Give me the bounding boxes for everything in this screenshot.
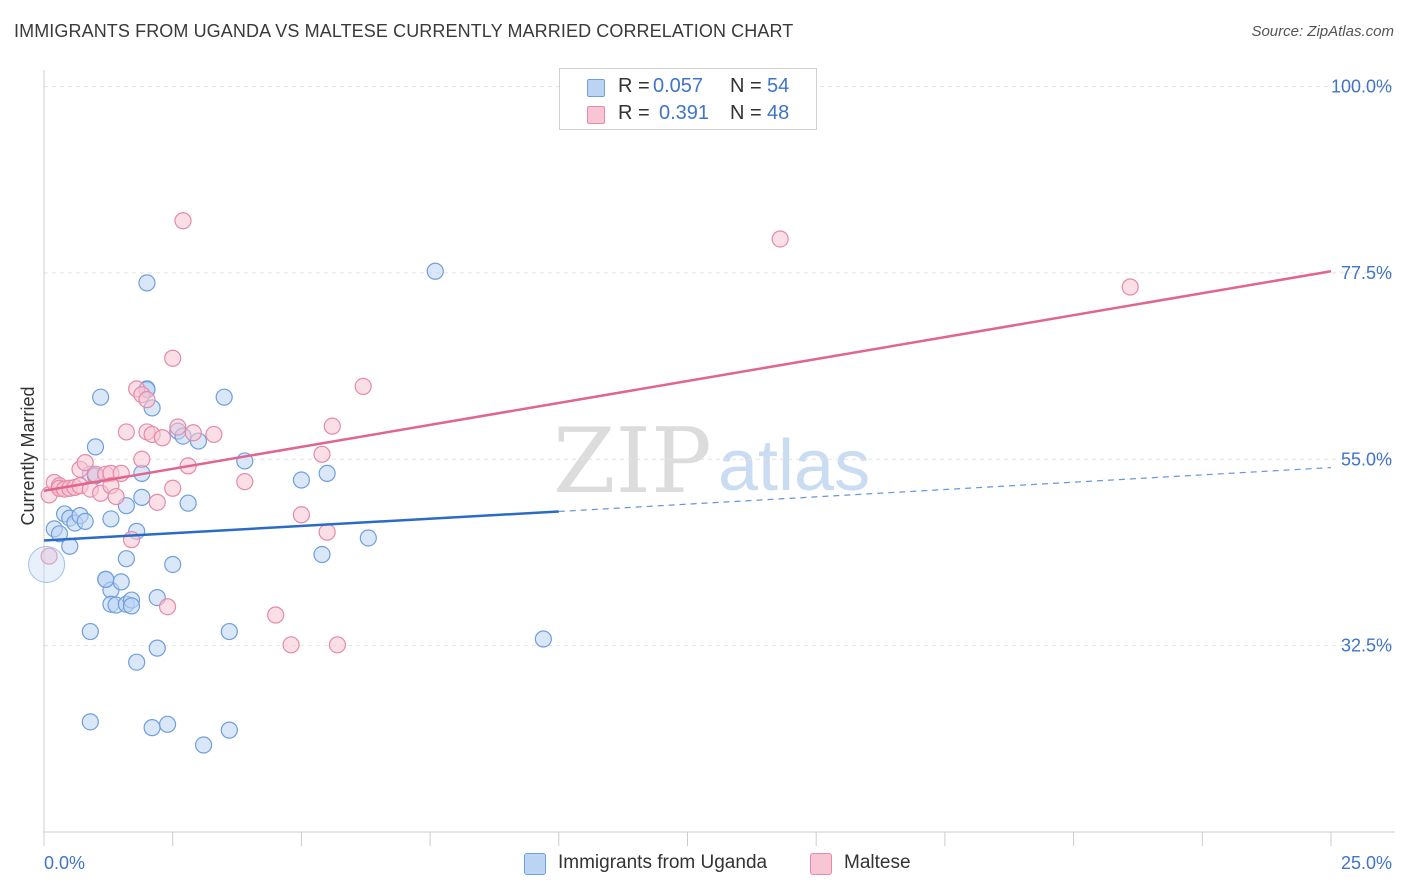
y-tick-label: 100.0% xyxy=(1331,77,1392,97)
uganda-point xyxy=(76,512,94,531)
trend-lines xyxy=(43,270,1332,542)
gridlines xyxy=(44,86,1395,647)
chart-title: IMMIGRANTS FROM UGANDA VS MALTESE CURREN… xyxy=(14,21,794,41)
y-tick-label: 77.5% xyxy=(1341,263,1392,283)
uganda-point xyxy=(81,622,99,641)
maltese-point xyxy=(133,450,151,468)
maltese-point xyxy=(158,598,177,616)
uganda-point xyxy=(318,464,336,482)
x-tick-label: 25.0% xyxy=(1341,853,1392,873)
uganda-point xyxy=(143,719,161,737)
uganda-point xyxy=(179,494,197,512)
maltese-legend-swatch xyxy=(810,853,832,875)
uganda-point xyxy=(133,488,151,506)
maltese-point xyxy=(323,417,341,435)
legend-label: Maltese xyxy=(844,852,911,873)
uganda-trend-line xyxy=(43,510,559,542)
maltese-point xyxy=(236,473,254,491)
y-tick-label: 32.5% xyxy=(1341,636,1392,656)
maltese-point xyxy=(1121,278,1139,296)
r-value: 0.391 xyxy=(659,102,710,124)
n-value: 48 xyxy=(767,102,790,124)
stats-row-maltese: R = 0.391 N = 48 xyxy=(560,102,816,128)
n-label: N = xyxy=(730,75,762,97)
uganda-point xyxy=(292,471,310,489)
data-points xyxy=(28,212,1139,754)
uganda-point xyxy=(359,529,377,547)
uganda-point xyxy=(112,573,130,591)
maltese-point xyxy=(174,212,192,230)
uganda-trend-extension xyxy=(558,466,1332,513)
stats-legend: R = 0.057 N = 54 R = 0.391 N = 48 xyxy=(559,68,817,130)
uganda-point xyxy=(164,555,182,574)
maltese-point xyxy=(184,424,202,442)
maltese-swatch xyxy=(587,106,605,124)
watermark-atlas: atlas xyxy=(718,426,870,506)
uganda-point xyxy=(86,438,105,456)
uganda-point xyxy=(128,653,146,671)
maltese-point xyxy=(313,445,331,463)
uganda-point xyxy=(158,715,177,733)
r-label: R = xyxy=(618,102,650,124)
maltese-point xyxy=(164,479,182,497)
r-value: 0.057 xyxy=(653,75,704,97)
axes xyxy=(43,70,1395,846)
n-value: 54 xyxy=(767,75,790,97)
source-label: Source: ZipAtlas.com xyxy=(1251,23,1394,40)
uganda-swatch xyxy=(587,79,605,97)
maltese-point xyxy=(318,523,336,541)
maltese-point xyxy=(205,425,223,444)
maltese-point xyxy=(117,423,135,441)
uganda-point xyxy=(61,537,79,555)
maltese-point xyxy=(138,391,156,409)
maltese-point xyxy=(40,547,58,565)
watermark: ZIP atlas xyxy=(553,409,870,514)
uganda-point xyxy=(122,597,141,615)
uganda-point xyxy=(50,525,69,543)
maltese-point xyxy=(76,453,94,472)
uganda-point xyxy=(148,639,166,657)
maltese-point xyxy=(771,230,789,248)
maltese-point xyxy=(164,349,182,367)
x-tick-label: 0.0% xyxy=(44,853,85,873)
uganda-point xyxy=(102,510,120,528)
uganda-point xyxy=(92,388,110,406)
y-axis-title: Currently Married xyxy=(18,386,38,525)
uganda-cluster-point xyxy=(28,545,66,583)
uganda-point xyxy=(117,550,135,568)
uganda-point xyxy=(215,388,233,406)
maltese-point xyxy=(282,636,300,654)
maltese-point xyxy=(169,418,187,436)
uganda-point xyxy=(220,721,238,739)
uganda-point xyxy=(138,274,156,292)
uganda-point xyxy=(194,736,213,754)
n-label: N = xyxy=(730,102,762,124)
maltese-point xyxy=(354,377,372,395)
uganda-point xyxy=(220,622,238,641)
maltese-point xyxy=(328,636,347,654)
maltese-point xyxy=(148,493,166,511)
maltese-trend-line xyxy=(43,270,1332,492)
y-tick-label: 55.0% xyxy=(1341,449,1392,469)
uganda-point xyxy=(313,545,331,564)
maltese-point xyxy=(153,429,172,447)
maltese-point xyxy=(267,606,285,624)
uganda-point xyxy=(97,570,115,588)
maltese-point xyxy=(107,487,125,506)
r-label: R = xyxy=(618,75,650,97)
uganda-point xyxy=(426,262,444,280)
watermark-zip: ZIP xyxy=(553,409,712,514)
uganda-point xyxy=(534,630,552,648)
maltese-point xyxy=(292,506,310,524)
tick-labels: 100.0% 77.5% 55.0% 32.5% 0.0% 25.0% xyxy=(44,77,1392,873)
stats-row-uganda: R = 0.057 N = 54 xyxy=(560,75,816,101)
uganda-point xyxy=(81,713,99,731)
legend-label: Immigrants from Uganda xyxy=(558,852,768,873)
uganda-legend-swatch xyxy=(524,853,546,875)
